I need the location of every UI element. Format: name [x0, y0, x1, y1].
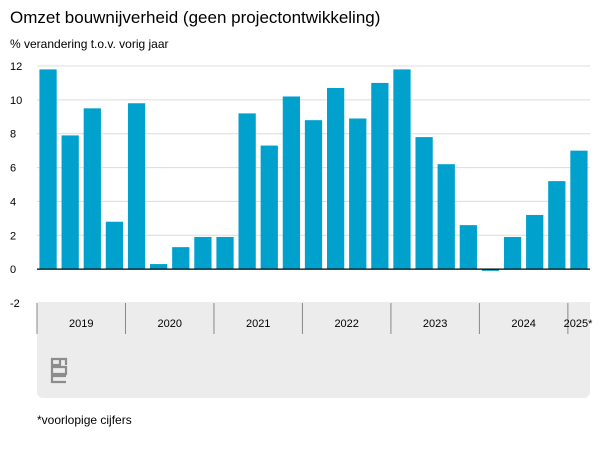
bar: [216, 236, 234, 270]
bar: [304, 120, 323, 270]
y-tick-label: 8: [10, 129, 16, 141]
chart-title: Omzet bouwnijverheid (geen projectontwik…: [10, 8, 381, 27]
chart-subtitle: % verandering t.o.v. vorig jaar: [10, 37, 169, 51]
y-tick-label: 0: [10, 264, 16, 276]
bar: [260, 145, 278, 270]
x-tick-label: 2023: [423, 318, 447, 330]
bar: [194, 236, 212, 270]
x-tick-label: 2024: [511, 318, 535, 330]
bar: [503, 236, 522, 270]
bar: [39, 69, 57, 270]
bar: [326, 88, 345, 270]
bar: [548, 181, 566, 270]
bar-chart: -2 0 2 4 6 8 10 12 2019 2020 2021 2022 2023 2024 2025*: [10, 61, 593, 334]
x-tick-label: 2019: [69, 318, 93, 330]
bar: [150, 264, 168, 270]
bar: [570, 150, 588, 270]
y-tick-label: 4: [10, 196, 16, 208]
x-tick-label: 2022: [334, 318, 358, 330]
x-axis-band: [37, 303, 590, 334]
bar: [282, 96, 301, 270]
bar: [393, 69, 411, 270]
x-tick-label: 2020: [157, 318, 181, 330]
y-tick-label: 6: [10, 163, 16, 175]
y-tick-label: 10: [10, 95, 22, 107]
bar: [526, 214, 544, 270]
bar: [415, 137, 433, 270]
footnote: *voorlopige cijfers: [37, 413, 132, 427]
y-tick-label: -2: [10, 298, 20, 310]
x-tick-label: 2021: [246, 318, 270, 330]
bar: [105, 221, 124, 270]
bar: [481, 269, 500, 271]
y-tick-label: 2: [10, 230, 16, 242]
bar: [459, 225, 477, 270]
x-tick-label: 2025*: [564, 318, 593, 330]
bar: [238, 113, 256, 270]
bar: [83, 108, 101, 270]
cbs-logo-icon: [50, 357, 68, 384]
logo-panel: [37, 334, 590, 398]
bar: [437, 164, 455, 270]
y-tick-label: 12: [10, 61, 22, 73]
bar: [61, 135, 79, 270]
bar: [371, 82, 389, 270]
bar: [349, 118, 367, 270]
bar: [127, 103, 146, 270]
bar: [172, 247, 190, 270]
